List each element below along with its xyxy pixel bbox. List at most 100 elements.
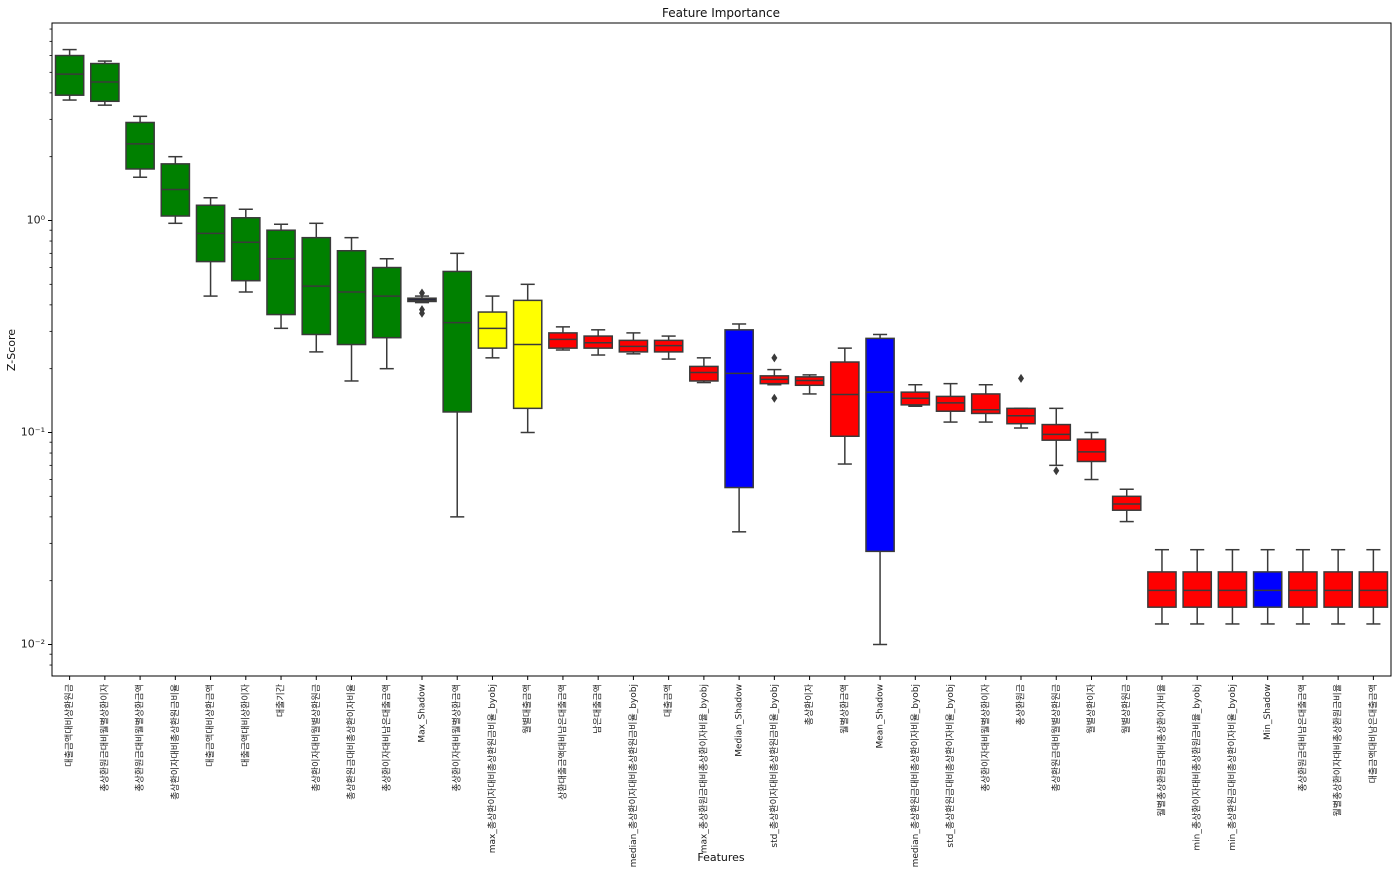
box-feature-29 xyxy=(1041,407,1072,476)
box-feature-30 xyxy=(1076,431,1107,481)
box-feature-19 xyxy=(689,357,719,384)
y-axis-label: Z-Score xyxy=(5,329,18,371)
x-tick-label-33: min_총상환이자대비총상환원금비율_byobj xyxy=(1191,684,1203,851)
x-tick-label-5: 대출금액대비상환금액 xyxy=(204,684,216,767)
box-feature-25 xyxy=(900,383,931,407)
box-body xyxy=(1288,571,1318,608)
box-feature-3 xyxy=(125,115,155,178)
box-body xyxy=(865,337,895,553)
x-tick-label-14: 월별대출금액 xyxy=(521,684,533,734)
box-feature-21 xyxy=(759,353,790,403)
x-tick-label-4: 총상환이자대비총상환원금비율 xyxy=(169,684,181,800)
y-tick-label-2: 10⁻¹ xyxy=(21,426,45,439)
box-feature-12 xyxy=(442,252,473,518)
box-feature-16 xyxy=(583,329,614,356)
box-body xyxy=(1182,571,1213,608)
box-body xyxy=(548,332,578,349)
x-tick-label-26: std_총상환원금대비총상환이자비율_byobj xyxy=(944,684,956,848)
box-body xyxy=(1217,571,1248,608)
x-tick-label-10: 총상환이자대비남은대출금액 xyxy=(380,684,392,792)
x-tick-label-18: 대출금액 xyxy=(662,684,674,717)
x-tick-label-23: 월별상환금액 xyxy=(838,684,850,734)
box-feature-37 xyxy=(1323,548,1353,625)
box-feature-24 xyxy=(865,333,895,646)
box-body xyxy=(1323,571,1353,608)
x-tick-label-25: median_총상환원금대비총상환이자비율_byobj xyxy=(909,684,921,867)
box-body xyxy=(442,270,473,413)
x-tick-label-28: 총상환원금 xyxy=(1015,684,1027,725)
box-body xyxy=(336,249,367,346)
box-body xyxy=(477,311,508,349)
x-tick-label-17: median_총상환이자대비총상환원금비율_byobj xyxy=(627,684,639,867)
box-body xyxy=(512,299,543,410)
x-tick-label-27: 총상환이자대비월별상환이자 xyxy=(979,683,991,791)
x-tick-label-16: 남은대출금액 xyxy=(592,684,604,734)
y-tick-label-3: 10⁻² xyxy=(21,638,45,651)
box-feature-33 xyxy=(1182,548,1213,625)
x-tick-label-1: 대출금액대비상환원금 xyxy=(63,684,75,767)
x-tick-label-35: Min_Shadow xyxy=(1263,684,1273,740)
x-tick-label-3: 총상환원금대비월별상환금액 xyxy=(134,684,146,792)
box-feature-32 xyxy=(1147,548,1177,625)
x-tick-label-32: 월별총상환원금대비총상환이자비율 xyxy=(1155,684,1167,816)
box-feature-8 xyxy=(301,222,332,353)
x-tick-label-2: 총상환원금대비월별상환이자 xyxy=(98,683,110,791)
box-feature-6 xyxy=(230,208,261,293)
x-tick-label-21: std_총상환이자대비총상환원금비율_byobj xyxy=(768,684,780,848)
box-feature-9 xyxy=(336,236,367,382)
x-tick-label-19: max_총상환원금대비총상환이자비율_byobj xyxy=(697,684,709,853)
box-feature-4 xyxy=(160,155,191,225)
box-feature-38 xyxy=(1358,548,1389,625)
y-tick-label-1: 10⁰ xyxy=(27,214,46,227)
box-body xyxy=(689,365,719,382)
box-body xyxy=(970,393,1001,415)
box-feature-5 xyxy=(195,197,226,297)
chart-title: Feature Importance xyxy=(662,6,780,20)
box-feature-31 xyxy=(1111,488,1142,523)
box-body xyxy=(54,54,85,96)
x-tick-label-13: max_총상환이자대비총상환원금비율_byobj xyxy=(486,684,498,853)
box-feature-7 xyxy=(266,223,296,330)
x-tick-label-30: 월별상환이자 xyxy=(1085,683,1097,733)
x-tick-label-22: 총상환이자 xyxy=(803,683,815,725)
box-feature-22 xyxy=(794,374,825,395)
outlier-point xyxy=(1053,466,1060,476)
x-axis-label: Features xyxy=(697,851,745,864)
box-body xyxy=(935,395,966,412)
x-tick-label-38: 대출금액대비남은대출금액 xyxy=(1367,684,1379,783)
x-tick-label-11: Max_Shadow xyxy=(417,684,427,743)
box-body xyxy=(829,361,860,438)
box-feature-20 xyxy=(724,323,754,533)
box-feature-28 xyxy=(1006,373,1036,429)
box-feature-10 xyxy=(371,258,402,370)
x-tick-label-36: 총상환원금대비남은대출금액 xyxy=(1296,684,1308,792)
x-tick-label-37: 월별총상환이자대비총상환원금비율 xyxy=(1332,684,1344,816)
x-tick-label-34: min_총상환원금대비총상환이자비율_byobj xyxy=(1226,684,1238,851)
outlier-point xyxy=(1018,373,1025,383)
box-body xyxy=(724,329,754,489)
box-body xyxy=(1147,571,1177,608)
x-tick-label-12: 총상환이자대비월별상환금액 xyxy=(451,684,463,792)
box-body xyxy=(371,266,402,339)
box-feature-27 xyxy=(970,383,1001,423)
box-body xyxy=(125,121,155,170)
x-tick-label-8: 총상환이자대비월별상환원금 xyxy=(310,684,322,792)
x-tick-label-15: 상환대출금액대비남은대출금액 xyxy=(556,684,568,800)
box-body xyxy=(1041,423,1072,441)
box-feature-26 xyxy=(935,382,966,423)
box-body xyxy=(1076,438,1107,463)
x-tick-label-29: 총상환원금대비월별상환원금 xyxy=(1050,684,1062,792)
x-tick-label-9: 총상환원금대비총상환이자비율 xyxy=(345,684,357,800)
outlier-point xyxy=(771,353,778,363)
box-feature-23 xyxy=(829,347,860,465)
box-feature-1 xyxy=(54,48,85,101)
box-feature-13 xyxy=(477,295,508,359)
box-feature-18 xyxy=(653,335,684,360)
x-tick-label-7: 대출기간 xyxy=(276,684,287,717)
box-feature-35 xyxy=(1252,548,1283,625)
x-tick-label-20: Median_Shadow xyxy=(735,684,745,757)
box-feature-15 xyxy=(548,326,578,351)
box-feature-14 xyxy=(512,283,543,434)
